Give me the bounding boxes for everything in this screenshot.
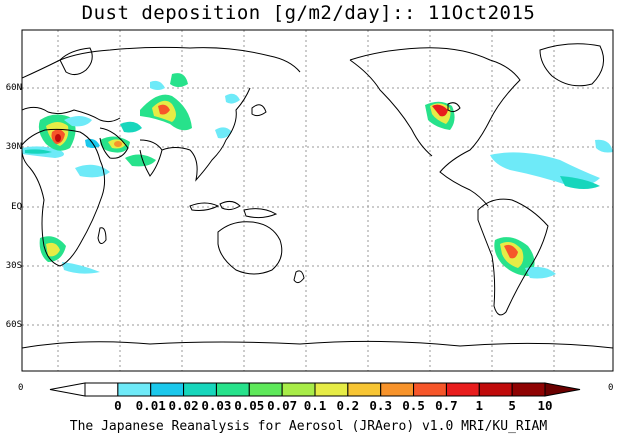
- lat-label-eq: EQ: [11, 202, 22, 212]
- colorbar-box: [117, 382, 152, 397]
- colorbar-box: [84, 382, 119, 397]
- map-title: Dust deposition [g/m2/day]:: 11Oct2015: [81, 2, 536, 24]
- lat-label-60n: 60N: [5, 83, 22, 93]
- colorbar-tick-label: 0.5: [402, 398, 425, 413]
- lat-label-30n: 30N: [5, 142, 22, 152]
- lat-label-60s: 60S: [5, 320, 22, 330]
- colorbar-box: [215, 382, 250, 397]
- colorbar-under-triangle: [49, 382, 86, 397]
- colorbar-tick-label: 1: [475, 398, 484, 413]
- colorbar-box: [248, 382, 283, 397]
- colorbar-tick-label: 0.02: [168, 398, 199, 413]
- colorbar-tick-label: 0.05: [234, 398, 265, 413]
- colorbar-edge-right: 0: [608, 383, 614, 393]
- colorbar-box: [183, 382, 217, 397]
- colorbar-edge-left: 0: [18, 383, 24, 393]
- colorbar: [49, 382, 581, 397]
- credit-footer: The Japanese Reanalysis for Aerosol (JRA…: [69, 419, 548, 434]
- colorbar-tick-label: 0.1: [303, 398, 327, 413]
- lat-label-30s: 30S: [5, 261, 22, 271]
- map-frame: [21, 29, 614, 372]
- colorbar-tick-label: 0.03: [201, 398, 232, 413]
- colorbar-box: [150, 382, 185, 397]
- colorbar-tick-label: 5: [508, 398, 516, 413]
- colorbar-box: [314, 382, 349, 397]
- colorbar-over-triangle: [544, 382, 581, 397]
- colorbar-box: [478, 382, 513, 397]
- colorbar-box: [380, 382, 415, 397]
- colorbar-box: [413, 382, 447, 397]
- colorbar-tick-label: 0.7: [435, 398, 458, 413]
- colorbar-box: [511, 382, 546, 397]
- colorbar-tick-label: 0.01: [135, 398, 166, 413]
- colorbar-box: [347, 382, 382, 397]
- graticule: [22, 30, 613, 371]
- coastlines: [22, 43, 613, 349]
- colorbar-tick-label: 0.07: [267, 398, 298, 413]
- colorbar-box: [281, 382, 316, 397]
- colorbar-tick-label: 0: [114, 398, 122, 413]
- colorbar-box: [445, 382, 480, 397]
- colorbar-tick-label: 0.2: [336, 398, 360, 413]
- colorbar-tick-label: 0.3: [369, 398, 392, 413]
- dust-plumes: [22, 73, 613, 279]
- colorbar-tick-label: 10: [537, 398, 553, 413]
